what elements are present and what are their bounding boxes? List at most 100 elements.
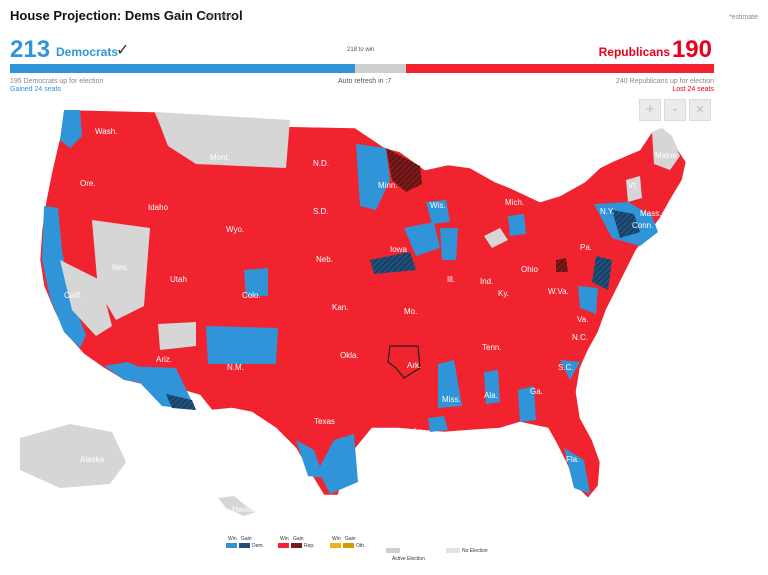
label-mont: Mont. xyxy=(210,153,230,162)
label-ark: Ark. xyxy=(407,361,421,370)
legend-dem-win-swatch xyxy=(226,543,237,548)
legend-oth-gain: Gain xyxy=(345,536,356,542)
label-pa: Pa. xyxy=(580,243,592,252)
header: House Projection: Dems Gain Control Exit… xyxy=(10,8,758,28)
district-mich-blue xyxy=(508,214,526,236)
district-wis-blue xyxy=(426,200,450,224)
label-la: La. xyxy=(414,427,425,436)
district-miss-blue xyxy=(438,360,462,408)
legend-oth-gain-swatch xyxy=(343,543,354,548)
district-sc-blue xyxy=(560,360,580,380)
alaska xyxy=(20,424,126,488)
label-texas: Texas xyxy=(314,417,335,426)
legend-rep-win: Win xyxy=(280,536,289,542)
label-wva: W.Va. xyxy=(548,287,569,296)
label-wash: Wash. xyxy=(95,127,117,136)
label-maine: Maine xyxy=(655,151,677,160)
label-conn: Conn. xyxy=(632,221,653,230)
no-election-california xyxy=(60,260,112,336)
label-ind: Ind. xyxy=(480,277,493,286)
legend-rep-gain: Gain xyxy=(293,536,304,542)
label-nev: Nev. xyxy=(112,263,128,272)
legend-rep-win-swatch xyxy=(278,543,289,548)
seat-bar-undecided xyxy=(354,64,407,73)
label-ariz: Ariz. xyxy=(156,355,172,364)
legend-dem-gain: Gain xyxy=(241,536,252,542)
check-icon: ✓ xyxy=(116,42,130,59)
district-pa-gain xyxy=(556,258,568,272)
seat-bar-dem xyxy=(10,64,355,73)
no-election-ny xyxy=(626,176,642,202)
no-election-arizona xyxy=(158,322,196,350)
label-mass: Mass. xyxy=(640,209,661,218)
rep-lost: Lost 24 seats xyxy=(672,86,714,93)
label-vt: Vt. xyxy=(628,181,638,190)
legend-active-label: Active Election xyxy=(392,556,425,562)
label-wis: Wis. xyxy=(430,201,446,210)
label-nd: N.D. xyxy=(313,159,329,168)
label-colo: Colo. xyxy=(242,291,261,300)
label-minn: Minn. xyxy=(378,181,398,190)
legend-oth-win-swatch xyxy=(330,543,341,548)
rep-up-for-election: 240 Republicans up for election xyxy=(615,78,714,85)
legend-dem-gain-swatch xyxy=(239,543,250,548)
label-iowa: Iowa xyxy=(390,245,407,254)
to-win-label: 218 to win xyxy=(347,47,375,53)
us-house-map[interactable]: Wash. Ore. Idaho Mont. N.D. Minn. Wis. M… xyxy=(0,110,768,535)
label-hawaii: Hawaii xyxy=(232,505,256,514)
label-miss: Miss. xyxy=(442,395,461,404)
dem-seat-count: 213 xyxy=(10,36,51,63)
label-va: Va. xyxy=(577,315,588,324)
label-ga: Ga. xyxy=(530,387,543,396)
label-ohio: Ohio xyxy=(521,265,538,274)
label-calif: Calif. xyxy=(64,291,82,300)
label-wyo: Wyo. xyxy=(226,225,244,234)
label-idaho: Idaho xyxy=(148,203,169,212)
map-legend: Win Gain Dem. Win Gain Rep. Win Gain Oth… xyxy=(226,536,526,570)
district-fl-blue xyxy=(564,448,590,494)
legend-rep-name: Rep. xyxy=(304,543,315,549)
legend-none-swatch xyxy=(446,548,460,553)
district-iowa-blue xyxy=(404,222,440,256)
district-minn-gain xyxy=(386,148,422,192)
district-ne-gain xyxy=(612,210,640,238)
district-nm-blue xyxy=(206,326,278,364)
legend-rep-gain-swatch xyxy=(291,543,302,548)
label-mich: Mich. xyxy=(505,198,524,207)
district-la-blue xyxy=(428,416,448,432)
zoom-in-button[interactable]: + xyxy=(639,99,661,121)
exit-polls-link[interactable]: Exit Polls ▸ xyxy=(204,14,234,20)
seat-bar xyxy=(10,64,714,73)
district-ala-blue xyxy=(484,370,500,404)
legend-oth-win: Win xyxy=(332,536,341,542)
label-mo: Mo. xyxy=(404,307,417,316)
label-sd: S.D. xyxy=(313,207,329,216)
no-election-nevada xyxy=(92,220,150,320)
label-sc: S.C. xyxy=(558,363,574,372)
no-election-montana xyxy=(155,112,290,168)
label-utah: Utah xyxy=(170,275,187,284)
label-ny: N.Y. xyxy=(600,207,615,216)
no-election-oh xyxy=(484,228,508,248)
zoom-out-button[interactable]: - xyxy=(664,99,686,121)
label-ky: Ky. xyxy=(498,289,509,298)
seat-bar-rep xyxy=(406,64,714,73)
district-az-gain xyxy=(166,394,196,410)
district-tx-border xyxy=(296,440,324,478)
label-alaska: Alaska xyxy=(80,455,105,464)
auto-refresh: Auto refresh in :7 xyxy=(338,78,392,85)
district-ill-blue xyxy=(440,228,458,260)
reset-zoom-button[interactable]: ✕ xyxy=(689,99,711,121)
district-minn-blue xyxy=(356,144,390,210)
district-nj-gain xyxy=(592,256,612,290)
dem-label: Democrats xyxy=(56,45,119,59)
dem-gained: Gained 24 seats xyxy=(10,86,61,93)
district-va-blue xyxy=(578,286,598,314)
district-tx-blue xyxy=(318,434,358,494)
label-neb: Neb. xyxy=(316,255,333,264)
page-title: House Projection: Dems Gain Control xyxy=(10,8,243,23)
label-nc: N.C. xyxy=(572,333,588,342)
no-election-maine xyxy=(652,128,680,170)
hawaii xyxy=(218,496,256,516)
legend-oth-name: Oth. xyxy=(356,543,366,549)
